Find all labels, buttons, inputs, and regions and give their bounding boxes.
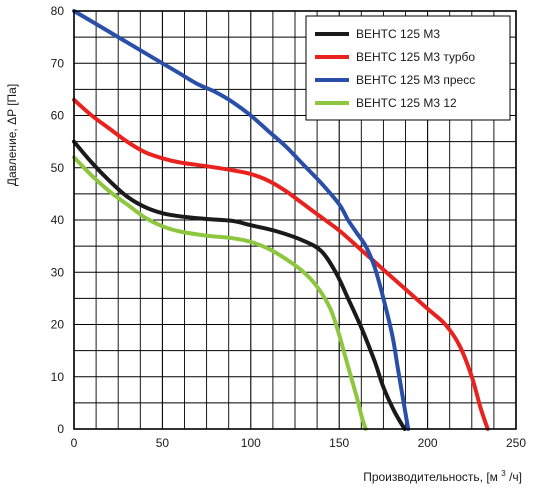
y-axis-title: Давление, ΔP [Па]: [5, 84, 19, 186]
legend-label: ВЕНТС 125 М3 12: [356, 96, 457, 110]
x-tick-label: 100: [241, 436, 261, 450]
y-tick-label: 0: [57, 422, 64, 436]
series-line-4: [72, 155, 368, 431]
legend-label: ВЕНТС 125 М3: [356, 27, 440, 41]
y-tick-labels: 0 10 20 30 40 50 60 70 80: [51, 4, 65, 436]
x-axis-title-main: Производительность, [м: [363, 470, 498, 484]
legend-label: ВЕНТС 125 М3 пресс: [356, 73, 475, 87]
x-tick-label: 200: [418, 436, 438, 450]
y-tick-label: 40: [51, 213, 65, 227]
legend-label: ВЕНТС 125 М3 турбо: [356, 50, 475, 64]
y-tick-label: 50: [51, 161, 65, 175]
legend: ВЕНТС 125 М3 ВЕНТС 125 М3 турбо ВЕНТС 125 …: [305, 15, 511, 121]
y-tick-label: 80: [51, 4, 65, 18]
x-tick-label: 0: [71, 436, 78, 450]
plot-frame: [73, 10, 517, 430]
x-axis-title-tail: /ч]: [509, 470, 522, 484]
series-lines: [72, 9, 490, 431]
x-tick-label: 250: [506, 436, 526, 450]
x-tick-label: 150: [329, 436, 349, 450]
series-line-1: [72, 139, 407, 431]
y-tick-label: 20: [51, 318, 65, 332]
y-tick-label: 10: [51, 370, 65, 384]
y-tick-label: 60: [51, 109, 65, 123]
series-line-3: [72, 9, 411, 431]
x-axis-title: Производительность, [м 3 /ч]: [363, 465, 522, 484]
y-tick-label: 30: [51, 265, 65, 279]
y-tick-label: 70: [51, 56, 65, 70]
x-tick-labels: 0 50 100 150 200 250: [71, 436, 527, 450]
x-tick-label: 50: [156, 436, 170, 450]
series-line-2: [72, 97, 490, 431]
x-axis-title-superscript: 3: [501, 469, 506, 478]
